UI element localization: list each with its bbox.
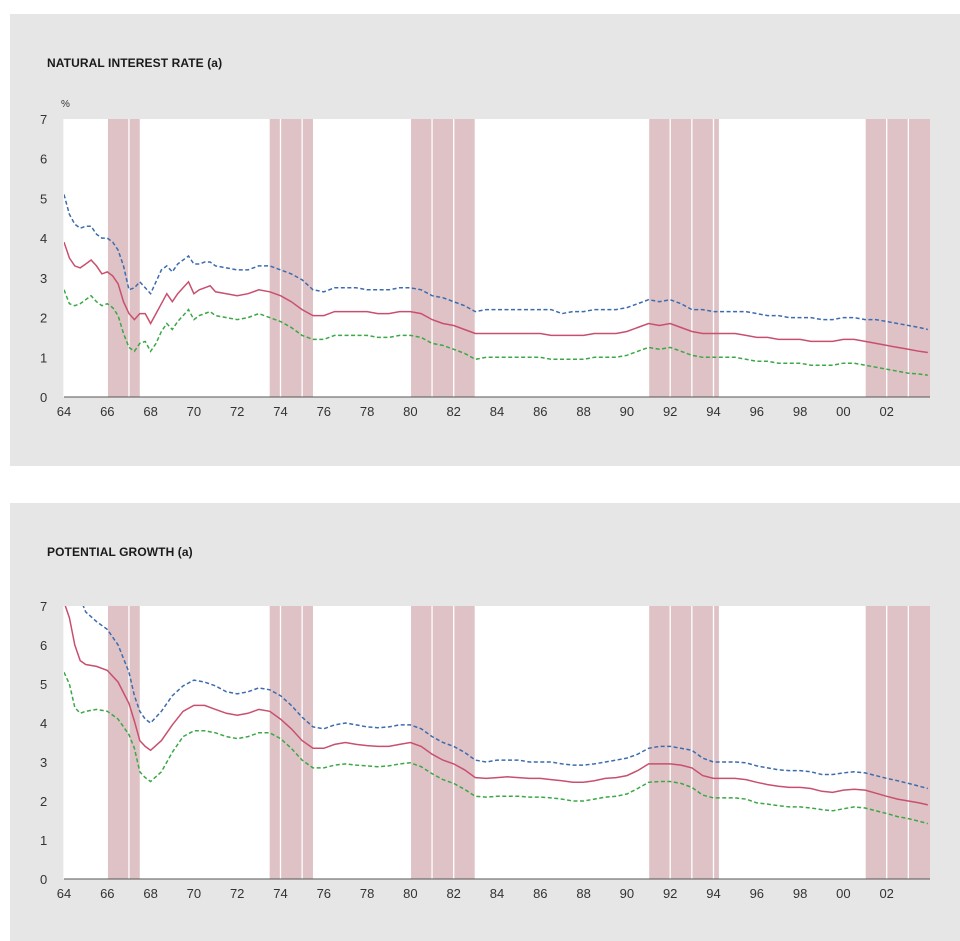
x-tick-label: 68 — [143, 404, 157, 419]
y-tick-label: 1 — [40, 833, 47, 848]
x-tick-label: 78 — [360, 404, 374, 419]
x-tick-label: 98 — [793, 886, 807, 901]
x-tick-label: 88 — [576, 886, 590, 901]
y-tick-label: 3 — [40, 755, 47, 770]
recession-band — [269, 119, 313, 397]
x-tick-label: 86 — [533, 886, 547, 901]
x-tick-label: 86 — [533, 404, 547, 419]
recession-band — [107, 606, 140, 879]
x-tick-label: 78 — [360, 886, 374, 901]
y-tick-label: 7 — [40, 112, 47, 127]
x-tick-label: 76 — [317, 886, 331, 901]
y-tick-label: 5 — [40, 677, 47, 692]
x-tick-label: 72 — [230, 886, 244, 901]
recession-band — [648, 606, 719, 879]
chart-title: POTENTIAL GROWTH (a) — [47, 545, 193, 559]
y-tick-label: 3 — [40, 271, 47, 286]
x-tick-label: 94 — [706, 404, 720, 419]
x-tick-label: 00 — [836, 404, 850, 419]
chart-natural-interest-rate: 0 1 2 3 4 5 6 7% 64 66 68 70 72 74 76 78 80 82 84 86 88 90 92 9… — [40, 99, 930, 419]
recession-band — [410, 119, 476, 397]
series-line-lower — [64, 671, 928, 825]
x-tick-label: 96 — [750, 886, 764, 901]
y-axis-label: % — [61, 99, 70, 110]
series-line-central — [64, 241, 928, 354]
x-tick-label: 66 — [100, 404, 114, 419]
y-tick-label: 2 — [40, 311, 47, 326]
x-tick-label: 72 — [230, 404, 244, 419]
recession-band — [865, 606, 930, 879]
x-tick-label: 80 — [403, 886, 417, 901]
x-tick-label: 84 — [490, 404, 504, 419]
y-tick-label: 2 — [40, 794, 47, 809]
x-tick-label: 90 — [620, 886, 634, 901]
x-tick-label: 92 — [663, 404, 677, 419]
series-line-upper — [64, 194, 928, 331]
x-tick-label: 74 — [273, 404, 287, 419]
recession-band — [865, 119, 930, 397]
x-tick-label: 74 — [273, 886, 287, 901]
x-tick-label: 64 — [57, 404, 71, 419]
series-line-upper — [82, 606, 928, 790]
chart-panel-potential-growth: POTENTIAL GROWTH (a) 0 1 2 3 4 5 6 7 64 66 68 70 72 7… — [10, 503, 960, 941]
x-tick-label: 84 — [490, 886, 504, 901]
y-tick-label: 1 — [40, 350, 47, 365]
y-tick-label: 4 — [40, 231, 47, 246]
x-tick-label: 70 — [187, 404, 201, 419]
x-tick-label: 68 — [143, 886, 157, 901]
x-tick-label: 92 — [663, 886, 677, 901]
x-tick-label: 76 — [317, 404, 331, 419]
y-tick-label: 7 — [40, 599, 47, 614]
chart-title: NATURAL INTEREST RATE (a) — [47, 56, 223, 70]
chart-panel-natural-interest-rate: NATURAL INTEREST RATE (a) 0 1 2 3 4 5 6 7% 64 66 6… — [10, 14, 960, 466]
chart-potential-growth: 0 1 2 3 4 5 6 7 64 66 68 70 72 74 76 78 80 82 84 86 88 90 92 94… — [40, 599, 930, 901]
y-tick-label: 5 — [40, 191, 47, 206]
x-tick-label: 96 — [750, 404, 764, 419]
x-tick-label: 66 — [100, 886, 114, 901]
recession-band — [269, 606, 313, 879]
x-tick-label: 94 — [706, 886, 720, 901]
series-line-central — [64, 606, 928, 806]
recession-band — [107, 119, 140, 397]
y-tick-label: 0 — [40, 872, 47, 887]
x-tick-label: 00 — [836, 886, 850, 901]
x-tick-label: 82 — [446, 404, 460, 419]
y-tick-label: 0 — [40, 390, 47, 405]
x-tick-label: 82 — [446, 886, 460, 901]
x-tick-label: 90 — [620, 404, 634, 419]
x-tick-label: 80 — [403, 404, 417, 419]
x-tick-label: 64 — [57, 886, 71, 901]
recession-band — [648, 119, 719, 397]
y-tick-label: 6 — [40, 152, 47, 167]
x-tick-label: 02 — [879, 886, 893, 901]
x-tick-label: 70 — [187, 886, 201, 901]
y-tick-label: 4 — [40, 716, 47, 731]
y-tick-label: 6 — [40, 638, 47, 653]
series-line-lower — [64, 289, 928, 376]
x-tick-label: 02 — [879, 404, 893, 419]
x-tick-label: 98 — [793, 404, 807, 419]
x-tick-label: 88 — [576, 404, 590, 419]
